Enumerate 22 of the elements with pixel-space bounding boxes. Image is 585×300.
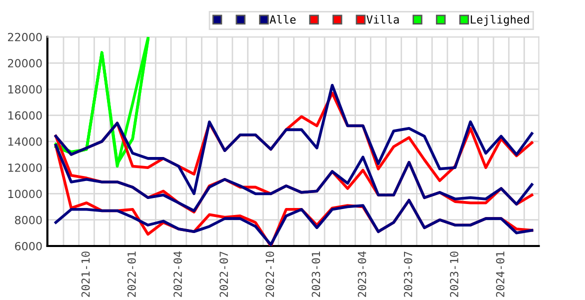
legend-label: Alle bbox=[270, 15, 296, 24]
legend-label: Lejlighed bbox=[470, 15, 529, 26]
y-tick-label: 18000 bbox=[8, 85, 42, 94]
y-tick-label: 20000 bbox=[8, 59, 42, 68]
y-tick-label: 6000 bbox=[15, 242, 42, 250]
x-tick-label: 2022-07 bbox=[220, 252, 228, 297]
x-tick-label: 2023-04 bbox=[358, 251, 366, 297]
y-tick-label: 22000 bbox=[8, 32, 42, 42]
x-tick-label: 2023-10 bbox=[450, 252, 458, 297]
x-tick-label: 2024-01 bbox=[496, 252, 504, 297]
x-tick-label: 2022-01 bbox=[127, 252, 136, 297]
x-tick-label: 2021-10 bbox=[81, 252, 90, 297]
y-tick-label: 16000 bbox=[8, 111, 42, 120]
y-tick-label: 10000 bbox=[8, 190, 42, 198]
y-tick-label: 8000 bbox=[15, 216, 42, 224]
y-tick-label: 12000 bbox=[8, 164, 42, 172]
x-tick-label: 2023-01 bbox=[312, 252, 320, 297]
x-tick-label: 2023-07 bbox=[404, 252, 412, 297]
x-tick-label: 2022-04 bbox=[174, 251, 182, 297]
legend-label: Villa bbox=[366, 15, 399, 24]
y-tick-label: 14000 bbox=[8, 137, 42, 146]
x-tick-label: 2022-10 bbox=[266, 252, 274, 297]
